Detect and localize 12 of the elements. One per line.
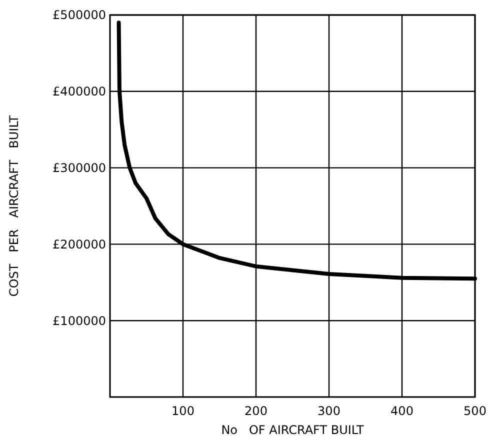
x-tick-label: 100 xyxy=(172,404,194,418)
x-axis-title: No OF AIRCRAFT BUILT xyxy=(221,423,364,437)
x-tick-label: 400 xyxy=(390,404,414,418)
y-tick-label: £500000 xyxy=(52,8,106,22)
y-tick-label: £400000 xyxy=(52,84,106,99)
x-tick-label: 200 xyxy=(244,404,268,418)
y-axis-title: COST PER AIRCRAFT BUILT xyxy=(7,114,21,297)
x-tick-label: 500 xyxy=(464,404,486,418)
y-tick-label: £200000 xyxy=(52,237,106,252)
y-tick-label: £300000 xyxy=(52,161,106,175)
x-tick-label: 300 xyxy=(318,404,340,418)
y-tick-label: £100000 xyxy=(52,314,106,328)
